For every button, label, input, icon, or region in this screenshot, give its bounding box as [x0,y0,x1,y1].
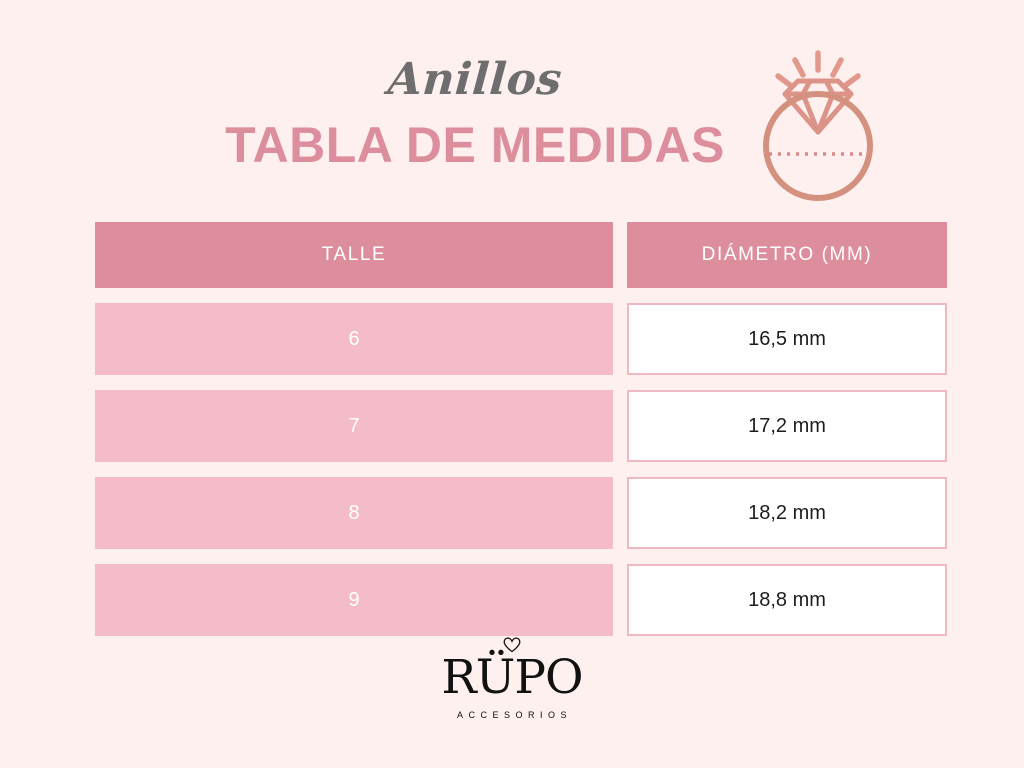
cell-diametro: 16,5 mm [627,303,947,375]
table-header-row: TALLE DIÁMETRO (MM) [95,222,947,288]
cell-diametro: 18,2 mm [627,477,947,549]
cell-diametro: 17,2 mm [627,390,947,462]
page-subtitle-script: Anillos [386,54,564,105]
header-area: Anillos TABLA DE MEDIDAS [0,0,1024,212]
logo-wordmark: RÜPO [441,650,583,705]
logo-mark: RÜPO [441,637,584,705]
table-row: 8 18,2 mm [95,477,947,549]
cell-talle: 7 [95,390,613,462]
diamond-ring-icon [748,28,928,208]
cell-talle: 8 [95,477,613,549]
title-block: Anillos TABLA DE MEDIDAS [190,54,760,173]
page-title: TABLA DE MEDIDAS [225,117,725,173]
cell-talle: 9 [95,564,613,636]
logo-tagline: ACCESORIOS [456,710,572,720]
column-header-diametro: DIÁMETRO (MM) [627,222,947,288]
size-chart-table: TALLE DIÁMETRO (MM) 6 16,5 mm 7 17,2 mm … [95,222,947,636]
table-row: 7 17,2 mm [95,390,947,462]
heart-icon [503,637,521,653]
column-header-talle: TALLE [95,222,613,288]
cell-talle: 6 [95,303,613,375]
brand-logo: RÜPO ACCESORIOS [0,637,1024,720]
table-row: 6 16,5 mm [95,303,947,375]
cell-diametro: 18,8 mm [627,564,947,636]
table-row: 9 18,8 mm [95,564,947,636]
